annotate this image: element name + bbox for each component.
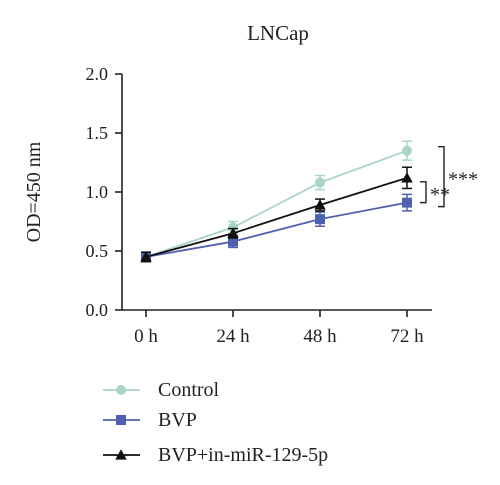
data-point bbox=[115, 449, 127, 460]
x-tick-label: 72 h bbox=[390, 326, 424, 347]
legend-label: BVP+in-miR-129-5p bbox=[158, 444, 328, 466]
data-point bbox=[314, 199, 326, 210]
legend-item: BVP bbox=[103, 409, 197, 431]
data-point bbox=[116, 385, 126, 395]
y-tick-label: 2.0 bbox=[86, 64, 109, 84]
x-tick-label: 24 h bbox=[216, 326, 250, 347]
x-tick-label: 48 h bbox=[303, 326, 337, 347]
y-axis-label: OD=450 nm bbox=[23, 141, 45, 242]
legend-item: Control bbox=[103, 379, 220, 401]
significance-annotations: ***** bbox=[420, 145, 478, 208]
y-ticks: 0.0 0.5 1.0 1.5 2.0 bbox=[86, 64, 122, 320]
series-line bbox=[145, 149, 408, 258]
significance-label: ** bbox=[430, 184, 450, 206]
series-line bbox=[145, 176, 408, 258]
series-control bbox=[141, 140, 412, 263]
data-point bbox=[227, 227, 239, 238]
x-tick-label: 0 h bbox=[134, 326, 158, 347]
x-ticks: 0 h 24 h 48 h 72 h bbox=[134, 310, 424, 347]
data-point bbox=[315, 214, 325, 225]
chart-title: LNCap bbox=[247, 21, 309, 45]
data-point bbox=[140, 251, 152, 262]
y-tick-label: 1.0 bbox=[86, 182, 109, 202]
y-tick-label: 1.5 bbox=[86, 123, 109, 143]
y-tick-label: 0.0 bbox=[86, 300, 109, 320]
significance-bracket bbox=[420, 181, 427, 204]
data-point bbox=[402, 145, 412, 156]
y-tick-label: 0.5 bbox=[86, 241, 109, 261]
legend-label: Control bbox=[158, 379, 220, 401]
data-point bbox=[228, 222, 238, 233]
data-point bbox=[116, 415, 126, 425]
series-bvp-in-mir-129-5p bbox=[140, 166, 413, 263]
legend-item: BVP+in-miR-129-5p bbox=[103, 444, 328, 466]
series-line bbox=[145, 201, 408, 258]
significance-bracket bbox=[438, 145, 445, 208]
series-layer bbox=[140, 140, 413, 263]
significance-label: *** bbox=[448, 169, 478, 191]
data-point bbox=[401, 172, 413, 183]
legend: Control BVP BVP+in-miR-129-5p bbox=[103, 379, 328, 466]
data-point bbox=[315, 177, 325, 188]
legend-label: BVP bbox=[158, 409, 197, 431]
data-point bbox=[402, 197, 412, 208]
data-point bbox=[228, 236, 238, 247]
